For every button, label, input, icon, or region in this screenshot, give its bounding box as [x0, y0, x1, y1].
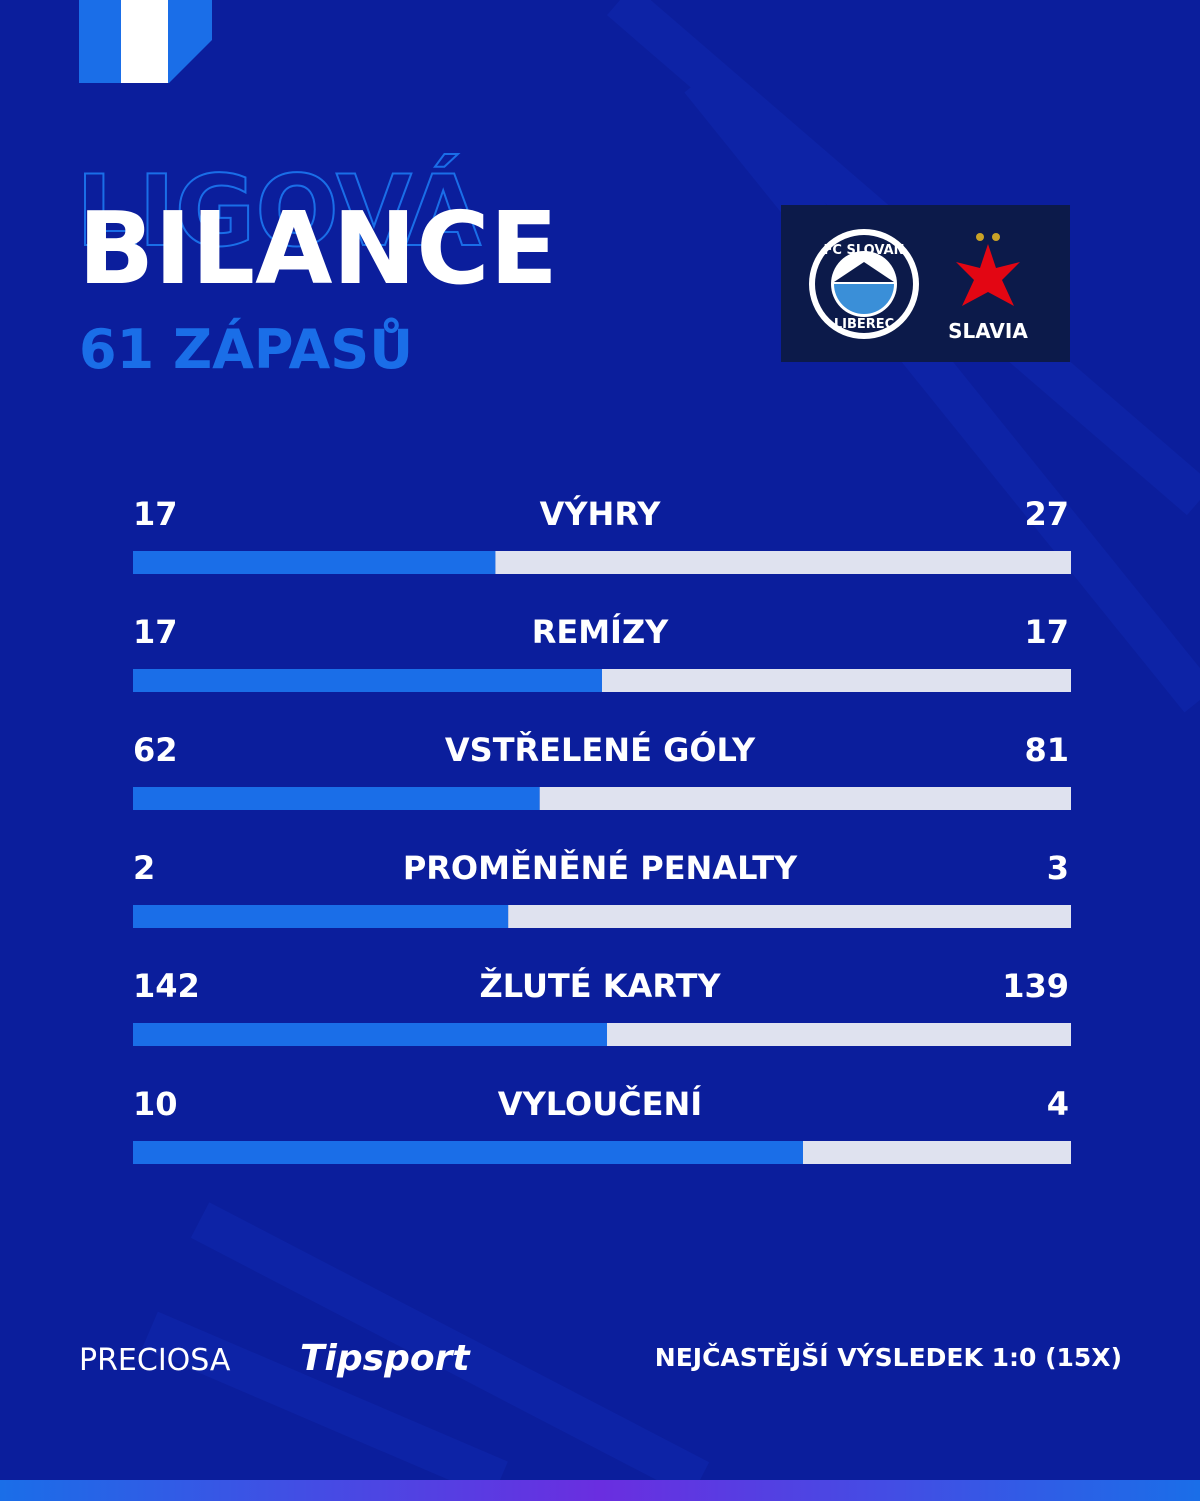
away-value: 27 [1024, 495, 1069, 533]
stat-label: VSTŘELENÉ GÓLY [445, 730, 756, 769]
away-bar [803, 1141, 1071, 1164]
home-bar [133, 551, 496, 574]
stat-rows: 17 VÝHRY 27 17 REMÍZY 17 62 VSTŘELENÉ GÓLY 81 2 PR… [133, 495, 1072, 1164]
home-value: 62 [133, 731, 178, 769]
home-value: 17 [133, 613, 178, 651]
stat-label: VYLOUČENÍ [498, 1084, 702, 1123]
logo-home-bottom: LIBEREC [834, 317, 894, 332]
stat-label: REMÍZY [532, 613, 669, 651]
logo-home-top: FC SLOVAN [824, 243, 905, 258]
kicker: LIGOVÁ [76, 154, 481, 269]
logo-away: SLAVIA [948, 319, 1028, 343]
logos: FC SLOVAN LIBEREC SLAVIA [781, 205, 1070, 362]
stat-label: VÝHRY [540, 495, 662, 533]
away-bar [495, 551, 1072, 574]
stat-label: ŽLUTÉ KARTY [479, 967, 721, 1005]
sponsor: Tipsport [300, 1338, 471, 1379]
bottom-strip [0, 1480, 1200, 1501]
away-value: 4 [1047, 1085, 1069, 1123]
away-value: 17 [1024, 613, 1069, 651]
away-bar [508, 905, 1071, 928]
away-bar [539, 787, 1071, 810]
decor [142, 0, 1200, 1499]
away-value: 3 [1047, 849, 1069, 887]
corner-flag [79, 0, 212, 83]
home-bar [133, 787, 540, 810]
home-bar [133, 1141, 803, 1164]
away-bar [602, 669, 1071, 692]
home-bar [133, 669, 602, 692]
home-value: 17 [133, 495, 178, 533]
stat-label: PROMĚNĚNÉ PENALTY [403, 849, 798, 887]
home-value: 142 [133, 967, 200, 1005]
title: BILANCE [78, 190, 558, 307]
subtitle: 61 ZÁPASŮ [79, 318, 413, 381]
home-value: 2 [133, 849, 155, 887]
note: NEJČASTĚJŠÍ VÝSLEDEK 1:0 (15X) [655, 1342, 1122, 1372]
sponsor: PRECIOSA [79, 1343, 231, 1378]
home-value: 10 [133, 1085, 178, 1123]
home-bar [133, 1023, 608, 1046]
away-bar [607, 1023, 1071, 1046]
away-value: 139 [1002, 967, 1069, 1005]
home-bar [133, 905, 509, 928]
away-value: 81 [1024, 731, 1069, 769]
